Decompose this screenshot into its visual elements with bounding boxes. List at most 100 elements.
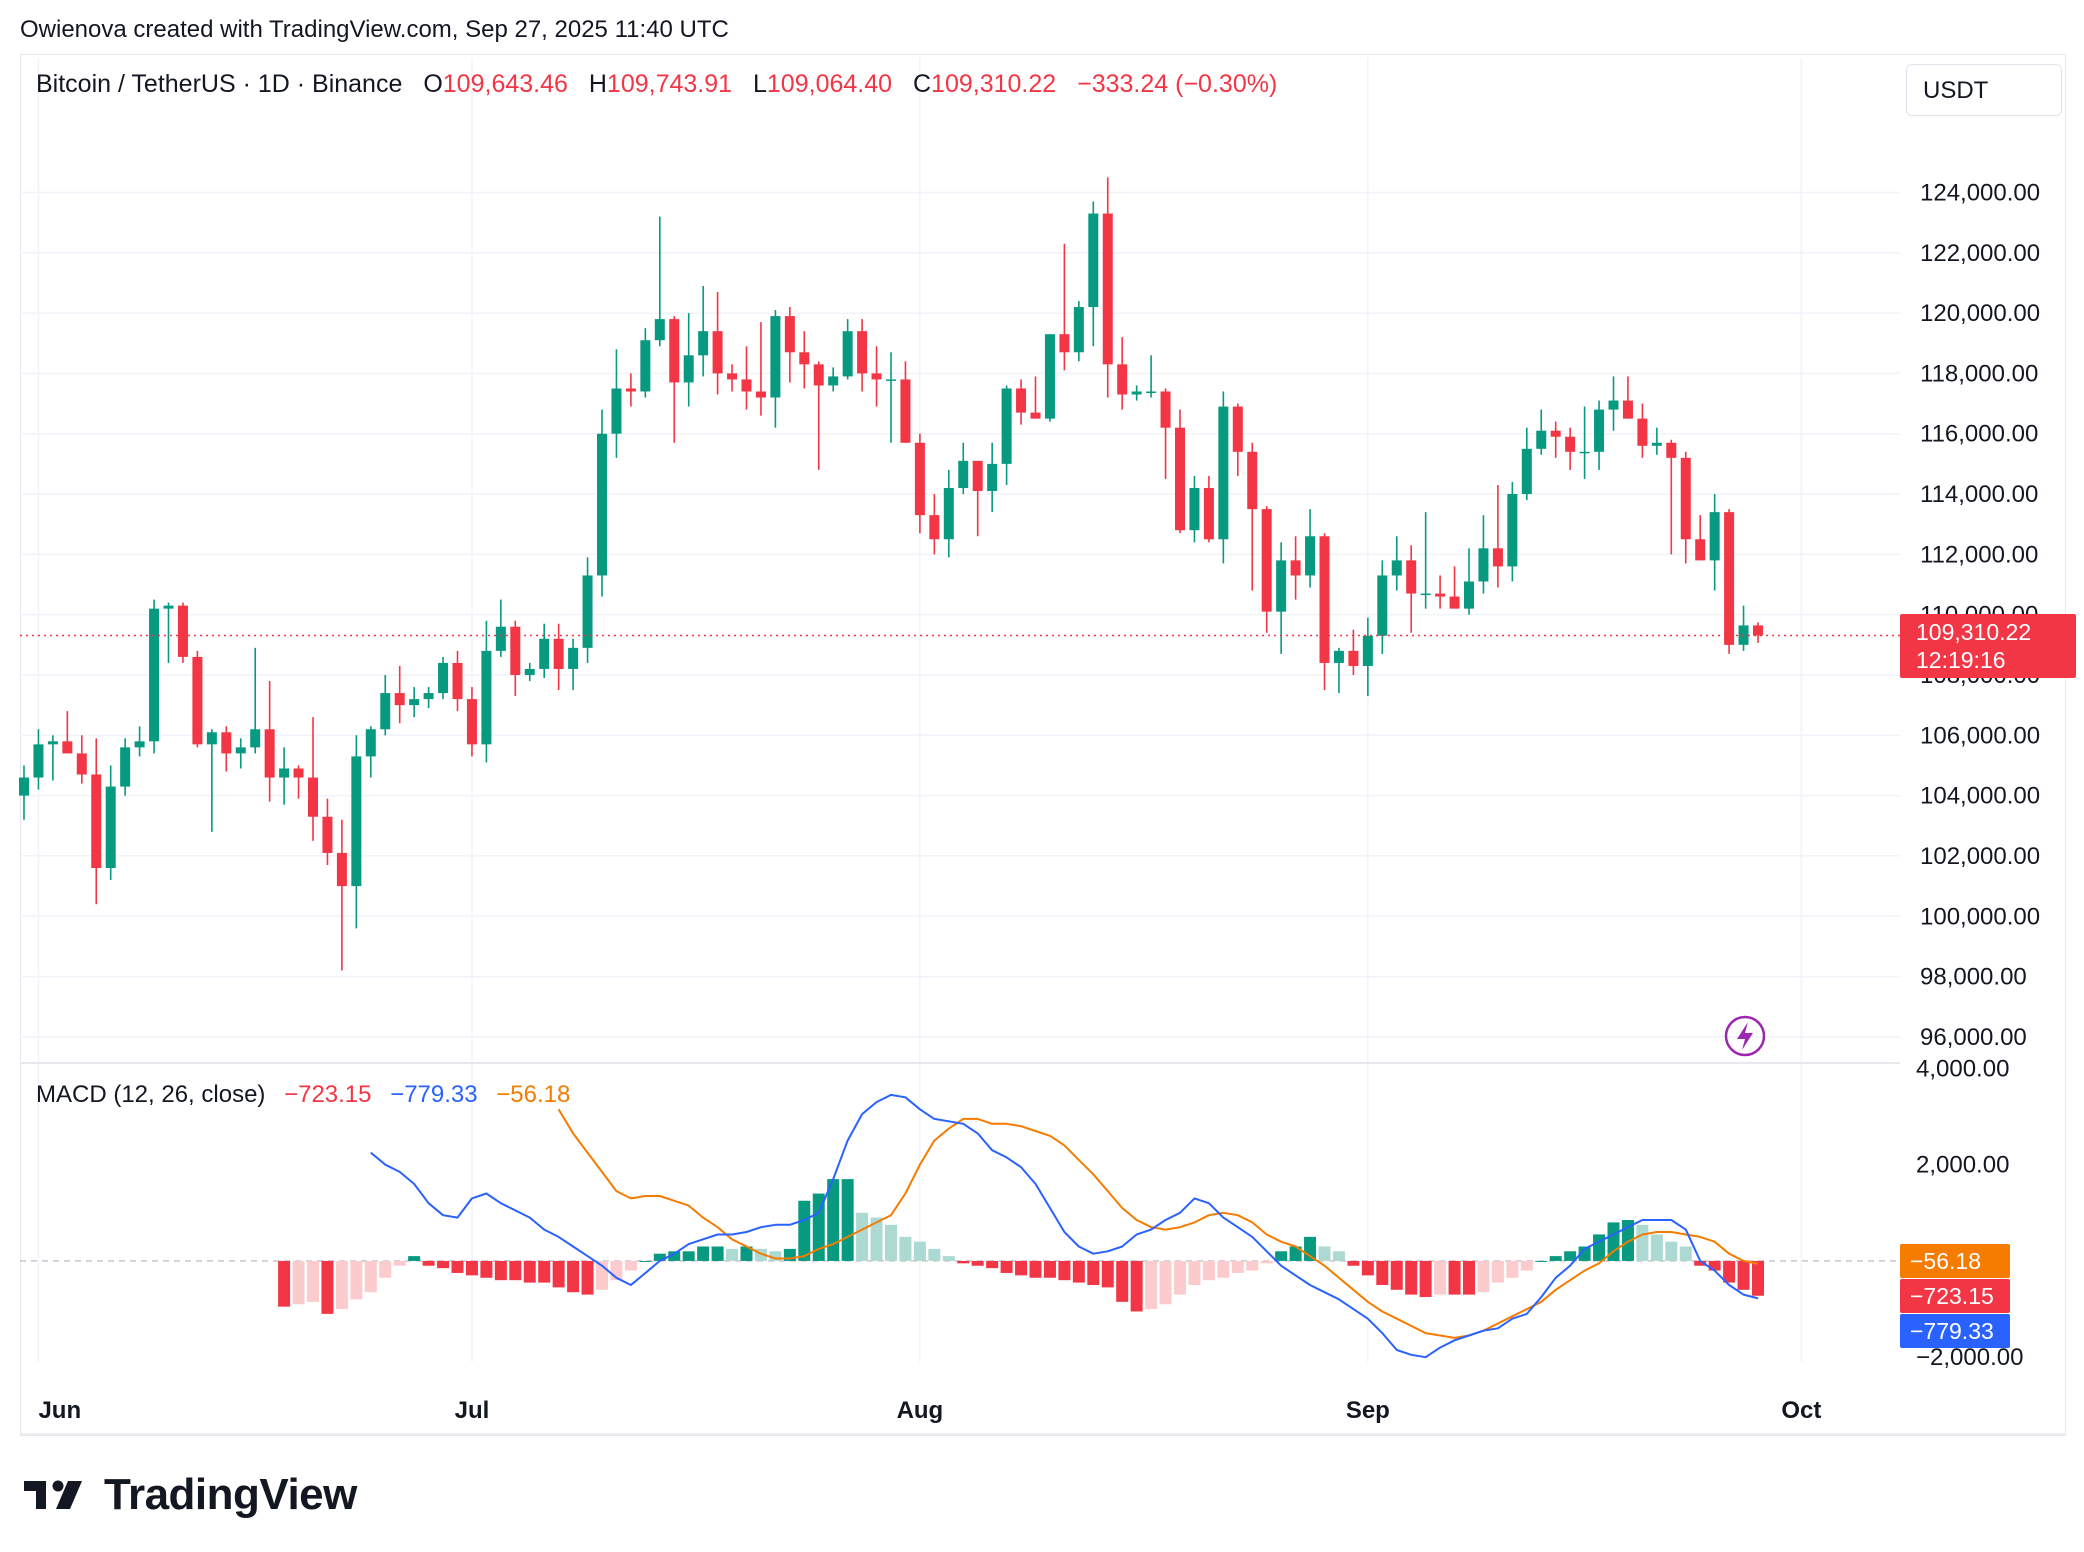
macd-tag: −779.33 (1900, 1314, 2010, 1348)
candle-body (871, 373, 882, 380)
candle-body (1521, 448, 1532, 495)
brand-logo: TradingView (24, 1470, 357, 1520)
candle-body (1464, 581, 1474, 609)
lightning-icon[interactable] (1724, 1015, 1766, 1057)
macd-histogram-bar (1101, 1260, 1114, 1288)
open-label: O (423, 70, 443, 98)
candle-body (120, 747, 131, 787)
macd-histogram-bar (798, 1200, 811, 1261)
candle-body (1175, 427, 1185, 531)
price-tick-label: 106,000.00 (1920, 722, 2040, 749)
price-tick-label: 98,000.00 (1920, 964, 2027, 991)
brand-name: TradingView (104, 1470, 357, 1519)
candle-body (1160, 391, 1171, 428)
macd-signal-line (557, 1108, 1759, 1339)
high-value: 109,743.91 (606, 70, 733, 98)
macd-histogram-bar (1636, 1224, 1649, 1261)
macd-histogram-bar (1405, 1260, 1418, 1295)
candle-body (929, 515, 940, 540)
macd-histogram-bar (1665, 1241, 1678, 1261)
candle-body (1420, 593, 1431, 596)
candle-body (1102, 213, 1113, 365)
candle-body (698, 331, 709, 356)
candle-body (1651, 442, 1662, 446)
macd-histogram-bar (856, 1212, 869, 1261)
macd-histogram-bar (812, 1193, 825, 1261)
candle-body (712, 331, 723, 374)
macd-histogram-bar (1029, 1260, 1042, 1278)
last-price-value: 109,310.22 (1916, 619, 2032, 645)
candle-body (828, 376, 839, 386)
macd-histogram-bar (1694, 1260, 1707, 1266)
macd-histogram-bar (1506, 1260, 1519, 1278)
macd-histogram-bar (1434, 1260, 1447, 1295)
candle-body (958, 460, 969, 488)
macd-title[interactable]: MACD (12, 26, close) (36, 1081, 266, 1108)
candle-body (423, 693, 434, 700)
currency-selector[interactable]: USDT (1906, 64, 2062, 116)
candle-body (1377, 575, 1388, 636)
macd-histogram-bar (494, 1260, 507, 1281)
macd-histogram-bar (1202, 1260, 1215, 1281)
candle-body (741, 379, 752, 392)
candle-body (784, 316, 795, 353)
macd-histogram-bar (1491, 1260, 1504, 1283)
macd-histogram-bar (1723, 1260, 1736, 1283)
time-tick-label: Jun (38, 1397, 81, 1424)
macd-histogram-bar (726, 1248, 739, 1261)
candle-body (438, 662, 449, 694)
macd-histogram-bar (986, 1260, 999, 1269)
price-axis: 124,000.00 122,000.00 120,000.00 118,000.00… (1916, 179, 2040, 1371)
macd-legend: MACD (12, 26, close) −723.15 −779.33 −56… (36, 1081, 570, 1109)
price-tick-label: 112,000.00 (1920, 541, 2038, 568)
close-label: C (912, 70, 932, 98)
candle-body (683, 355, 694, 383)
candle-body (1073, 307, 1084, 353)
candle-body (524, 668, 535, 675)
candle-body (365, 729, 376, 757)
macd-histogram-bar (870, 1217, 883, 1261)
candle-body (1001, 388, 1012, 464)
candle-body (597, 433, 607, 576)
candle-body (134, 741, 145, 748)
candle-body (770, 316, 781, 398)
candle-body (1492, 548, 1503, 567)
candle-body (1333, 650, 1344, 663)
macd-histogram-bar (523, 1260, 536, 1283)
macd-line (370, 1093, 1759, 1359)
macd-histogram-bar (1260, 1260, 1273, 1264)
attribution-text: Owienova created with TradingView.com, S… (20, 16, 729, 43)
macd-pane (20, 1093, 1900, 1359)
macd-histogram-bar (899, 1236, 912, 1261)
price-tick-label: 114,000.00 (1920, 481, 2038, 508)
high-label: H (588, 70, 607, 98)
candle-body (322, 816, 333, 853)
low-value: 109,064.40 (766, 70, 893, 98)
macd-histogram-bar (1463, 1260, 1475, 1295)
candle-body (1536, 430, 1547, 449)
candle-body (380, 693, 391, 730)
candle-body (206, 732, 217, 745)
macd-tick-label: 2,000.00 (1916, 1152, 2009, 1179)
macd-signal-value: −56.18 (496, 1081, 571, 1108)
candle-body (1131, 391, 1142, 395)
macd-histogram-bar (971, 1260, 984, 1266)
candle-body (1637, 418, 1648, 446)
candle-body (1232, 406, 1243, 452)
macd-histogram-bar (1593, 1234, 1606, 1261)
macd-histogram-bar (1000, 1260, 1013, 1273)
time-tick-label: Jul (455, 1397, 490, 1424)
candle-body (62, 741, 73, 754)
macd-histogram-bar (1159, 1260, 1172, 1305)
candle-body (857, 331, 868, 374)
macd-histogram-bar (682, 1251, 695, 1261)
macd-histogram-bar (335, 1260, 348, 1310)
candle-body (91, 774, 102, 868)
symbol-title[interactable]: Bitcoin / TetherUS · 1D · Binance (36, 70, 403, 98)
candle-body (886, 379, 896, 381)
candle-body (481, 650, 492, 745)
time-tick-label: Sep (1346, 1397, 1390, 1424)
macd-histogram-bar (350, 1260, 363, 1300)
macd-histogram-bar (1361, 1260, 1374, 1276)
